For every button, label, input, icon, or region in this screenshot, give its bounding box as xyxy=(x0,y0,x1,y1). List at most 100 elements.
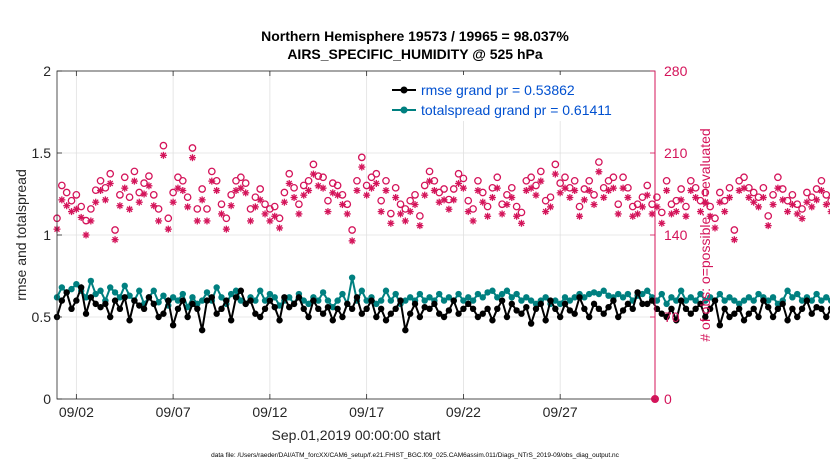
obs-evaluated-marker xyxy=(692,194,700,202)
obs-evaluated-marker xyxy=(687,186,695,194)
obs-possible-marker xyxy=(730,226,739,234)
obs-evaluated-marker xyxy=(372,179,380,187)
legend-rmse-label: rmse grand pr = 0.53862 xyxy=(421,82,575,98)
obs-possible-marker xyxy=(217,200,226,209)
obs-evaluated-marker xyxy=(140,190,148,198)
rmse-point xyxy=(682,305,690,312)
obs-evaluated-marker xyxy=(508,194,516,202)
totalspread-point xyxy=(300,297,307,304)
rmse-point xyxy=(368,297,375,304)
obs-evaluated-marker xyxy=(193,217,201,225)
rmse-point xyxy=(68,305,75,312)
obs-evaluated-marker xyxy=(106,179,114,187)
rmse-point xyxy=(740,317,748,324)
obs-possible-marker xyxy=(657,208,666,217)
obs-evaluated-marker xyxy=(416,222,424,230)
rmse-point xyxy=(532,305,540,312)
obs-evaluated-marker xyxy=(643,191,651,199)
rmse-point xyxy=(281,294,288,301)
obs-evaluated-marker xyxy=(817,186,825,194)
obs-evaluated-marker xyxy=(527,184,535,192)
obs-possible-marker xyxy=(77,202,86,211)
rmse-point xyxy=(358,310,366,317)
rmse-point xyxy=(213,310,220,317)
obs-possible-marker xyxy=(159,141,168,150)
rmse-point xyxy=(252,310,259,317)
obs-possible-marker xyxy=(227,191,236,199)
totalspread-point xyxy=(774,300,782,308)
y-axis-label-left: rmse and totalspread xyxy=(13,169,29,301)
obs-evaluated-marker xyxy=(600,194,608,202)
obs-possible-marker xyxy=(256,185,265,193)
rmse-point xyxy=(126,317,133,324)
obs-evaluated-marker xyxy=(382,186,390,194)
totalspread-point xyxy=(198,297,206,304)
rmse-point xyxy=(827,305,830,312)
totalspread-point xyxy=(687,294,695,301)
obs-possible-marker xyxy=(241,179,250,187)
rmse-point xyxy=(706,305,714,312)
rmse-point xyxy=(450,297,457,304)
obs-possible-marker xyxy=(382,176,390,185)
obs-evaluated-marker xyxy=(237,184,245,192)
totalspread-point xyxy=(324,297,332,304)
obs-evaluated-marker xyxy=(740,184,748,192)
obs-evaluated-marker xyxy=(445,205,453,213)
totalspread-point xyxy=(513,290,520,298)
rmse-point xyxy=(116,305,124,312)
obs-evaluated-marker xyxy=(730,236,738,244)
obs-possible-marker xyxy=(353,176,361,185)
totalspread-point xyxy=(160,292,167,299)
totalspread-point xyxy=(126,292,133,299)
totalspread-point xyxy=(706,294,714,301)
legend: rmse grand pr = 0.53862 totalspread gran… xyxy=(387,75,649,121)
y-tick-label-left: 2 xyxy=(43,63,51,79)
totalspread-point xyxy=(460,297,467,304)
obs-possible-marker xyxy=(416,212,424,220)
rmse-point xyxy=(329,317,336,324)
rmse-point xyxy=(711,297,719,304)
obs-possible-marker xyxy=(406,196,415,205)
rmse-point xyxy=(232,294,240,301)
totalspread-point xyxy=(619,294,627,301)
obs-evaluated-marker xyxy=(774,184,782,192)
obs-evaluated-marker xyxy=(251,203,259,211)
obs-evaluated-marker xyxy=(111,236,119,244)
rmse-point xyxy=(774,305,782,312)
totalspread-point xyxy=(232,287,240,294)
obs-evaluated-marker xyxy=(87,217,95,225)
totalspread-point xyxy=(624,290,632,298)
totalspread-point xyxy=(203,289,211,296)
obs-count-markers xyxy=(53,141,830,403)
obs-evaluated-marker xyxy=(397,210,405,218)
obs-evaluated-marker xyxy=(184,203,192,211)
obs-possible-marker xyxy=(672,196,681,205)
obs-possible-marker xyxy=(798,205,806,213)
rmse-point xyxy=(237,287,245,294)
totalspread-point xyxy=(257,287,264,294)
axes: 09/02 09/07 09/12 09/17 09/22 09/27 0 0.5 1 1.5 2 0… xyxy=(32,63,688,420)
rmse-point xyxy=(503,313,511,321)
rmse-point xyxy=(290,300,298,308)
obs-evaluated-marker xyxy=(126,205,134,213)
series-lines xyxy=(53,274,830,334)
totalspread-point xyxy=(600,287,607,294)
obs-evaluated-marker xyxy=(769,201,777,209)
obs-evaluated-marker xyxy=(309,170,317,178)
rmse-point xyxy=(808,310,815,317)
totalspread-point xyxy=(532,300,540,308)
obs-possible-marker xyxy=(493,173,502,182)
obs-possible-marker xyxy=(362,181,371,190)
rmse-point xyxy=(745,310,753,317)
obs-possible-marker xyxy=(169,188,177,197)
obs-possible-marker xyxy=(391,183,400,192)
obs-possible-marker xyxy=(125,193,134,202)
obs-evaluated-marker xyxy=(721,208,729,216)
obs-possible-marker xyxy=(203,205,211,213)
obs-evaluated-marker xyxy=(392,194,400,202)
rmse-point xyxy=(431,300,438,308)
rmse-point xyxy=(784,317,791,324)
rmse-point xyxy=(107,313,114,321)
obs-possible-marker xyxy=(667,200,676,209)
rmse-point xyxy=(818,305,825,312)
